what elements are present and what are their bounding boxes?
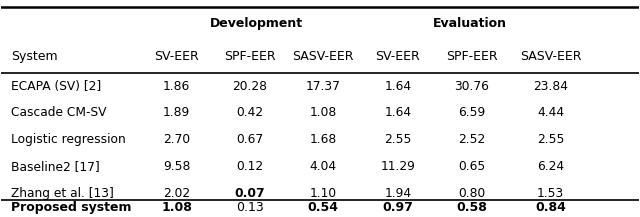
- Text: SASV-EER: SASV-EER: [520, 49, 581, 62]
- Text: 6.59: 6.59: [458, 106, 485, 119]
- Text: SV-EER: SV-EER: [376, 49, 420, 62]
- Text: Baseline2 [17]: Baseline2 [17]: [11, 160, 100, 173]
- Text: 0.58: 0.58: [456, 201, 487, 214]
- Text: 0.97: 0.97: [382, 201, 413, 214]
- Text: 0.54: 0.54: [308, 201, 339, 214]
- Text: Logistic regression: Logistic regression: [11, 133, 125, 146]
- Text: 4.04: 4.04: [310, 160, 337, 173]
- Text: 1.08: 1.08: [310, 106, 337, 119]
- Text: SPF-EER: SPF-EER: [446, 49, 497, 62]
- Text: 1.08: 1.08: [161, 201, 192, 214]
- Text: 0.12: 0.12: [236, 160, 264, 173]
- Text: ECAPA (SV) [2]: ECAPA (SV) [2]: [11, 79, 101, 92]
- Text: SV-EER: SV-EER: [154, 49, 199, 62]
- Text: Proposed system: Proposed system: [11, 201, 131, 214]
- Text: 1.64: 1.64: [384, 79, 412, 92]
- Text: 1.10: 1.10: [310, 187, 337, 200]
- Text: 2.52: 2.52: [458, 133, 485, 146]
- Text: 1.94: 1.94: [384, 187, 412, 200]
- Text: 1.64: 1.64: [384, 106, 412, 119]
- Text: 0.80: 0.80: [458, 187, 485, 200]
- Text: 0.42: 0.42: [236, 106, 264, 119]
- Text: 0.67: 0.67: [236, 133, 264, 146]
- Text: 0.84: 0.84: [535, 201, 566, 214]
- Text: 20.28: 20.28: [232, 79, 268, 92]
- Text: Development: Development: [210, 17, 303, 30]
- Text: 9.58: 9.58: [163, 160, 190, 173]
- Text: 2.55: 2.55: [537, 133, 564, 146]
- Text: 11.29: 11.29: [380, 160, 415, 173]
- Text: 4.44: 4.44: [537, 106, 564, 119]
- Text: 2.55: 2.55: [384, 133, 412, 146]
- Text: Evaluation: Evaluation: [433, 17, 507, 30]
- Text: SASV-EER: SASV-EER: [292, 49, 354, 62]
- Text: Cascade CM-SV: Cascade CM-SV: [11, 106, 106, 119]
- Text: 0.65: 0.65: [458, 160, 485, 173]
- Text: 2.70: 2.70: [163, 133, 190, 146]
- Text: 1.86: 1.86: [163, 79, 190, 92]
- Text: System: System: [11, 49, 58, 62]
- Text: Zhang et al. [13]: Zhang et al. [13]: [11, 187, 114, 200]
- Text: 0.13: 0.13: [236, 201, 264, 214]
- Text: 1.89: 1.89: [163, 106, 190, 119]
- Text: 1.53: 1.53: [537, 187, 564, 200]
- Text: 0.07: 0.07: [235, 187, 265, 200]
- Text: 6.24: 6.24: [537, 160, 564, 173]
- Text: 23.84: 23.84: [533, 79, 568, 92]
- Text: 2.02: 2.02: [163, 187, 190, 200]
- Text: 17.37: 17.37: [306, 79, 340, 92]
- Text: 1.68: 1.68: [310, 133, 337, 146]
- Text: 30.76: 30.76: [454, 79, 489, 92]
- Text: SPF-EER: SPF-EER: [224, 49, 276, 62]
